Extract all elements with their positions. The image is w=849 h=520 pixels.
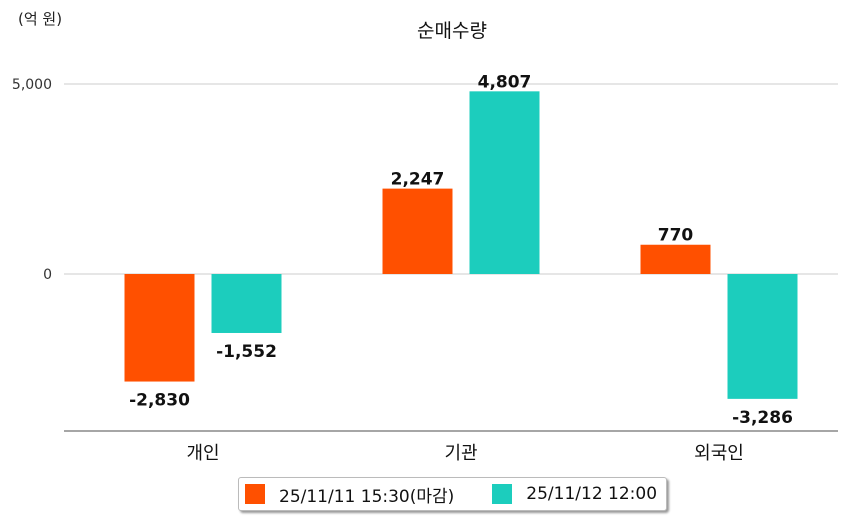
legend-item-series-1[interactable]: 25/11/11 15:30(마감)	[245, 482, 454, 507]
data-label: 4,807	[478, 72, 532, 92]
legend-label: 25/11/12 12:00	[526, 484, 658, 504]
x-tick-label: 기관	[444, 443, 477, 464]
bar-1-0	[124, 274, 195, 382]
unit-label: (억 원)	[18, 10, 62, 28]
legend-item-series-2[interactable]: 25/11/12 12:00	[492, 484, 657, 504]
data-label: 770	[658, 226, 694, 246]
data-label: -1,552	[216, 342, 277, 362]
legend: 25/11/11 15:30(마감) 25/11/12 12:00	[238, 477, 667, 511]
x-tick-label: 외국인	[694, 443, 744, 464]
bar-2-2	[727, 274, 798, 399]
bar-1-2	[640, 244, 711, 274]
data-label: -3,286	[732, 408, 793, 428]
legend-label: 25/11/11 15:30(마감)	[279, 486, 455, 507]
x-tick-label: 개인	[186, 443, 219, 464]
y-tick-label: 5,000	[12, 77, 52, 93]
bar-2-0	[211, 274, 282, 333]
legend-swatch-orange	[245, 484, 265, 504]
bar-2-1	[469, 91, 540, 274]
data-label: -2,830	[129, 391, 190, 411]
data-label: 2,247	[391, 170, 445, 190]
legend-swatch-teal	[492, 484, 513, 504]
y-tick-label: 0	[43, 267, 52, 283]
chart-title: 순매수량	[417, 20, 487, 42]
bar-1-1	[382, 188, 453, 274]
